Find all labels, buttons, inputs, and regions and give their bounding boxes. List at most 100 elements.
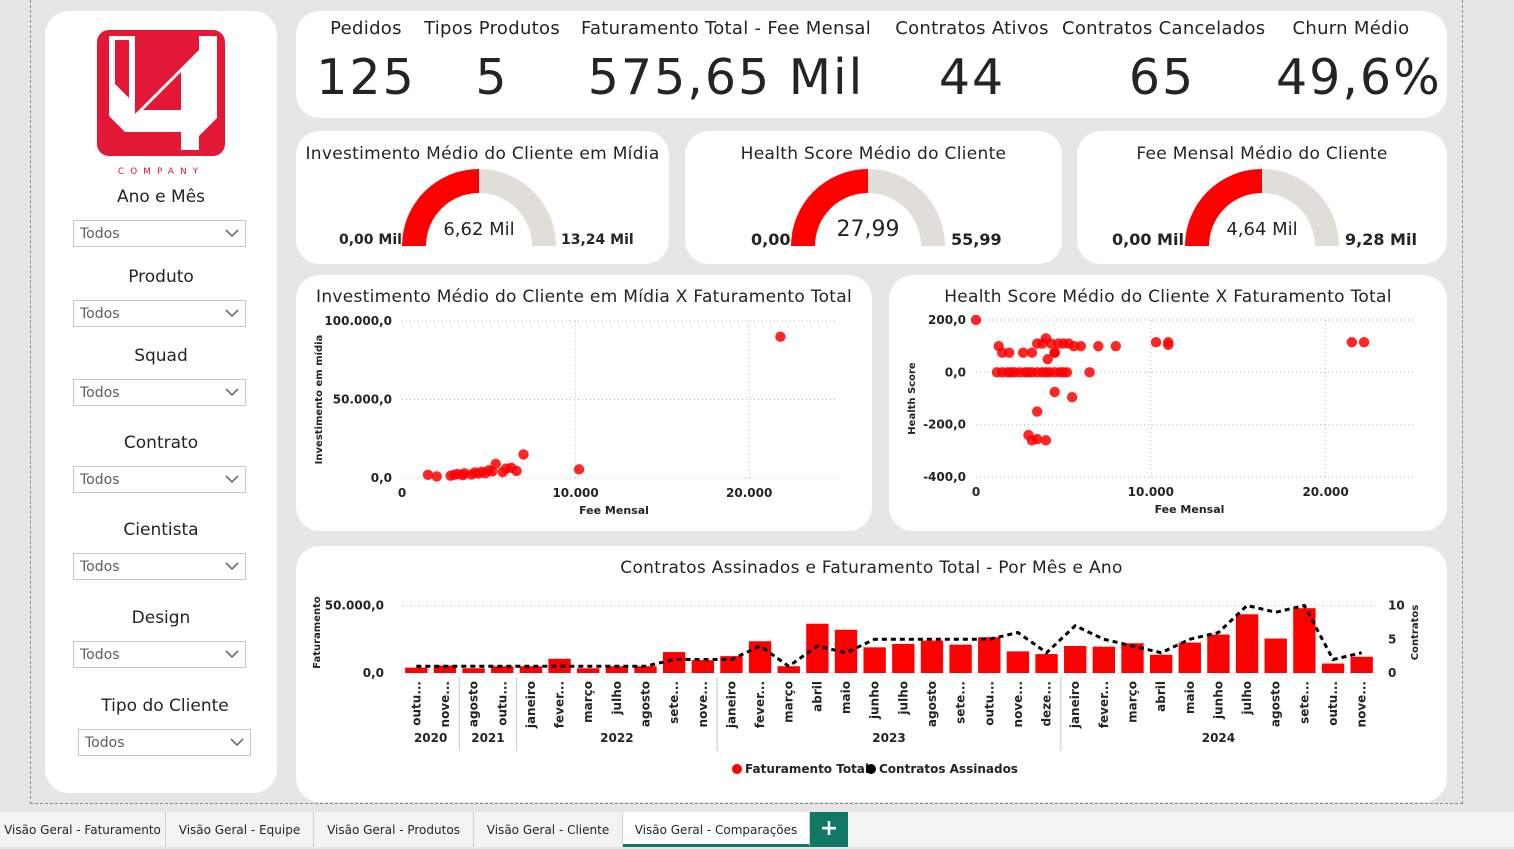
data-point (1061, 367, 1073, 378)
filter-dropdown-tipo-cliente[interactable]: Todos (78, 729, 251, 756)
x-tick-label: janeiro (524, 681, 538, 729)
x-tick-label: sete... (1297, 681, 1311, 724)
data-point (1093, 340, 1104, 352)
gauge-card-health-score: Health Score Médio do Cliente 0,00 27,99… (685, 131, 1062, 264)
legend-marker (732, 764, 742, 774)
dropdown-value: Todos (80, 385, 120, 401)
tab-visao-geral-equipe[interactable]: Visão Geral - Equipe (166, 812, 314, 847)
bar (1035, 654, 1058, 673)
bar (1064, 646, 1087, 673)
x-tick-label: agosto (925, 681, 939, 727)
x-tick-label: 20.000 (1302, 485, 1348, 499)
scatter-chart-health: -400,0 -200,0 0,0 200,0 0 10.000 20.000 Fee Men… (907, 313, 1413, 516)
x-tick-label: março (581, 681, 595, 723)
data-point (1026, 347, 1038, 358)
x-tick-label: julho (610, 681, 624, 716)
x-tick-label: junho (1211, 681, 1225, 720)
bar (1006, 651, 1030, 673)
data-point (1042, 354, 1053, 365)
bar (1235, 614, 1259, 673)
bar (405, 667, 428, 673)
x-tick-label: fever... (553, 681, 567, 728)
gauge-fee-mensal (1185, 169, 1339, 246)
y-tick-label: 100.000,0 (324, 314, 392, 328)
data-point (1163, 339, 1174, 351)
filter-label-tipo-cliente: Tipo do Cliente (101, 696, 229, 716)
x-tick-label: abril (810, 681, 824, 712)
scatter-chart-investimento: 0,0 50.000,0 100.000,0 0 10.000 20.000 Fee Men… (313, 314, 836, 517)
filter-dropdown-squad[interactable]: Todos (73, 379, 246, 406)
filter-dropdown-produto[interactable]: Todos (73, 300, 246, 327)
data-point (511, 465, 522, 477)
x-tick-label: outu... (1326, 681, 1340, 726)
filter-dropdown-ano-mes[interactable]: Todos (73, 220, 246, 247)
y-tick-label: 50.000,0 (325, 599, 384, 613)
bar (519, 666, 543, 673)
kpi-card: Pedidos 125 Tipos Produtos 5 Faturamento… (296, 11, 1447, 118)
filter-label-squad: Squad (134, 346, 188, 366)
data-point (1150, 337, 1162, 348)
gauge-max: 9,28 Mil (1345, 230, 1417, 249)
tab-visao-geral-faturamento[interactable]: Visão Geral - Faturamento (0, 812, 166, 847)
gauge-max: 55,99 (951, 230, 1002, 249)
add-page-button[interactable]: + (810, 812, 848, 847)
kpi-label: Pedidos (330, 18, 402, 39)
chevron-down-icon (230, 738, 244, 747)
filter-dropdown-design[interactable]: Todos (73, 641, 246, 668)
x-tick-label: maio (839, 681, 853, 714)
y-tick-label: 0,0 (371, 471, 392, 485)
bar (462, 668, 485, 673)
gauge-title: Fee Mensal Médio do Cliente (1136, 144, 1388, 164)
dropdown-value: Todos (80, 559, 120, 575)
x-tick-label: nove... (438, 681, 452, 727)
chevron-down-icon (225, 475, 239, 484)
bar (548, 658, 571, 673)
v4-company-logo: COMPANY (97, 30, 225, 177)
filter-dropdown-contrato[interactable]: Todos (73, 466, 246, 493)
kpi-label: Contratos Cancelados (1062, 18, 1266, 39)
kpi-value: 65 (1128, 49, 1196, 106)
x-tick-label: sete... (954, 681, 968, 724)
gauge-fill (791, 169, 868, 246)
gauge-card-fee-mensal: Fee Mensal Médio do Cliente 0,00 Mil 4,6… (1077, 131, 1447, 264)
filter-dropdown-cientista[interactable]: Todos (73, 553, 246, 580)
data-point (518, 449, 529, 460)
gauge-track (868, 169, 945, 246)
gauge-health-score (791, 169, 945, 246)
gauge-value: 27,99 (836, 217, 900, 242)
tab-visao-geral-produtos[interactable]: Visão Geral - Produtos (314, 812, 474, 847)
x-axis-label: Fee Mensal (579, 504, 649, 517)
x-tick-label: 10.000 (552, 486, 598, 500)
data-point (422, 469, 434, 481)
bar (834, 629, 858, 673)
data-point (1049, 386, 1060, 398)
y2-tick-label: 0 (1388, 666, 1396, 680)
x-tick-label: março (1126, 681, 1140, 723)
x-tick-label: outu... (495, 681, 509, 726)
bar (1264, 638, 1287, 673)
dropdown-value: Todos (80, 226, 120, 242)
series-line (416, 603, 1363, 669)
x-tick-label: junho (868, 681, 882, 720)
gauge-fill (1185, 169, 1262, 246)
x-tick-label: deze... (1040, 681, 1054, 727)
legend-label: Contratos Assinados (879, 762, 1018, 776)
bar (577, 668, 600, 673)
kpi-value: 44 (938, 49, 1006, 106)
data-point (1049, 347, 1060, 358)
x-tick-label: sete... (667, 681, 681, 724)
x-tick-label: maio (1183, 681, 1197, 714)
bar (806, 623, 829, 673)
gauge-min: 0,00 Mil (339, 232, 402, 248)
data-point (1358, 337, 1370, 348)
data-point (775, 331, 786, 342)
tab-visao-geral-cliente[interactable]: Visão Geral - Cliente (474, 812, 623, 847)
x-tick-label: março (782, 681, 796, 723)
chart-title: Health Score Médio do Cliente X Faturame… (944, 287, 1392, 307)
kpi-value: 575,65 Mil (587, 49, 865, 106)
filter-label-contrato: Contrato (123, 433, 199, 453)
legend-label: Faturamento Total (745, 762, 869, 776)
tab-visao-geral-comparacoes[interactable]: Visão Geral - Comparações (623, 812, 810, 847)
x-tick-label: fever... (753, 681, 767, 728)
x-tick-label: agosto (1269, 681, 1283, 727)
